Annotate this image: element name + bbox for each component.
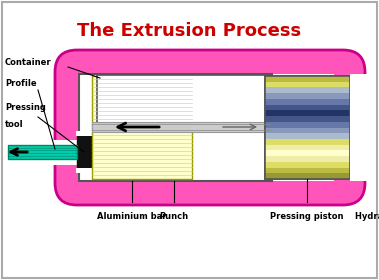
- Text: The Extrusion Process: The Extrusion Process: [77, 22, 301, 40]
- Bar: [265, 116, 350, 122]
- Bar: [265, 173, 350, 179]
- Text: Container: Container: [5, 58, 52, 67]
- Bar: [265, 161, 350, 167]
- Bar: [265, 76, 350, 82]
- Bar: [76, 131, 93, 136]
- Bar: [265, 76, 350, 179]
- Bar: [265, 98, 350, 105]
- Text: Profile: Profile: [5, 79, 37, 88]
- Bar: [79, 74, 272, 181]
- Bar: [265, 76, 350, 179]
- Bar: [265, 127, 350, 133]
- Text: Hydraulic oil: Hydraulic oil: [355, 212, 379, 221]
- Bar: [8, 145, 77, 159]
- Text: Punch: Punch: [160, 212, 189, 221]
- Text: tool: tool: [5, 120, 23, 129]
- Bar: [92, 122, 270, 132]
- Bar: [265, 144, 350, 150]
- Bar: [79, 74, 307, 181]
- Bar: [97, 75, 272, 126]
- Bar: [76, 168, 93, 173]
- Text: Aluminium bar: Aluminium bar: [97, 212, 167, 221]
- Bar: [274, 74, 334, 181]
- Bar: [350, 74, 379, 181]
- Bar: [265, 81, 350, 87]
- Text: Pressing piston: Pressing piston: [270, 212, 344, 221]
- Bar: [265, 167, 350, 173]
- Bar: [92, 76, 192, 179]
- Bar: [265, 121, 350, 127]
- Bar: [265, 87, 350, 93]
- Bar: [265, 104, 350, 110]
- Bar: [265, 156, 350, 162]
- Bar: [265, 110, 350, 116]
- Text: Pressing: Pressing: [5, 103, 46, 112]
- Bar: [77, 136, 92, 168]
- FancyBboxPatch shape: [55, 50, 365, 205]
- Bar: [265, 150, 350, 156]
- Bar: [53, 140, 81, 165]
- Bar: [265, 93, 350, 99]
- Bar: [265, 133, 350, 139]
- Bar: [265, 138, 350, 145]
